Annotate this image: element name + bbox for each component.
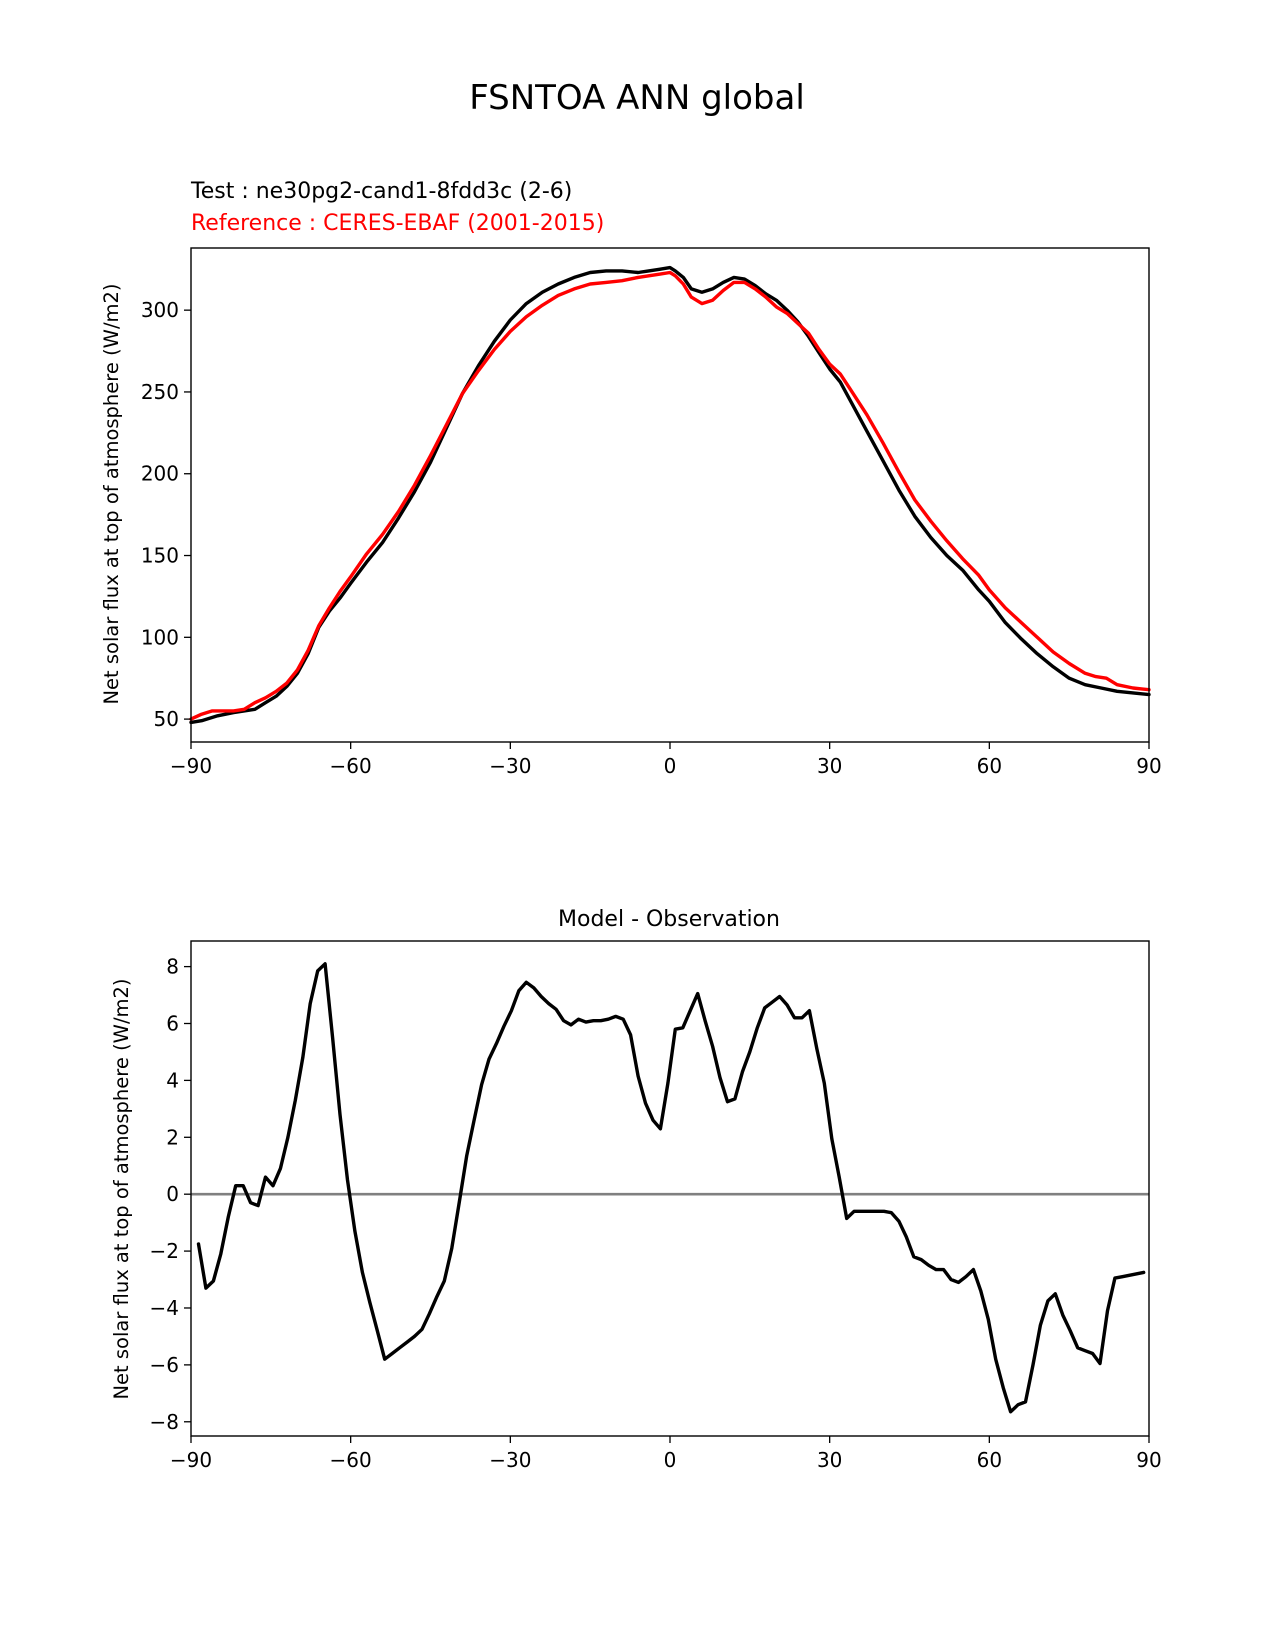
bottom-y-axis-label: Net solar flux at top of atmosphere (W/m… xyxy=(110,978,133,1399)
top-y-tick-label: 150 xyxy=(141,544,179,568)
top-series-line-1 xyxy=(189,270,1151,721)
bottom-y-tick-label: 8 xyxy=(166,955,179,979)
bottom-x-tick-label: 0 xyxy=(664,1448,677,1472)
top-y-axis-label: Net solar flux at top of atmosphere (W/m… xyxy=(100,283,123,704)
bottom-y-tick-label: −6 xyxy=(150,1353,179,1377)
bottom-y-tick-label: 4 xyxy=(166,1068,179,1092)
bottom-y-tick-label: −4 xyxy=(150,1296,179,1320)
bottom-x-tick-label: −90 xyxy=(170,1448,212,1472)
top-plot-area: −90 −60 −30 0 30 60 90 50 100 150 200 250 300 xyxy=(141,247,1162,778)
top-y-tick-label: 200 xyxy=(141,462,179,486)
bottom-panel: Model - Observation Net solar flux at to… xyxy=(110,907,1162,1472)
top-x-tick-label: 60 xyxy=(977,754,1002,778)
test-label: Test : ne30pg2-cand1-8fdd3c (2-6) xyxy=(190,179,572,204)
bottom-plot-area: −90 −60 −30 0 30 60 90 −8 −6 −4 −2 0 2 4 6 8 xyxy=(150,940,1162,1472)
bottom-y-tick-label: 0 xyxy=(166,1182,179,1206)
bottom-y-tick-label: −8 xyxy=(150,1410,179,1434)
reference-label: Reference : CERES-EBAF (2001-2015) xyxy=(191,211,604,236)
top-y-tick-label: 50 xyxy=(154,707,179,731)
bottom-y-tick-label: 2 xyxy=(166,1125,179,1149)
top-panel: Test : ne30pg2-cand1-8fdd3c (2-6) Refere… xyxy=(100,179,1162,778)
figure-title: FSNTOA ANN global xyxy=(469,78,805,118)
bottom-x-tick-label: −30 xyxy=(489,1448,531,1472)
top-y-tick-label: 100 xyxy=(141,625,179,649)
bottom-axes-frame xyxy=(190,940,1150,1437)
top-x-tick-label: −30 xyxy=(489,754,531,778)
bottom-x-tick-label: −60 xyxy=(330,1448,372,1472)
bottom-x-tick-label: 30 xyxy=(817,1448,842,1472)
bottom-series-line-0 xyxy=(196,962,1146,1414)
top-x-tick-label: −60 xyxy=(330,754,372,778)
top-x-tick-label: −90 xyxy=(170,754,212,778)
top-y-tick-label: 250 xyxy=(141,380,179,404)
top-x-tick-label: 30 xyxy=(817,754,842,778)
bottom-panel-title: Model - Observation xyxy=(558,907,780,932)
top-x-tick-label: 0 xyxy=(664,754,677,778)
bottom-y-tick-label: −2 xyxy=(150,1239,179,1263)
top-x-tick-label: 90 xyxy=(1136,754,1161,778)
bottom-y-tick-label: 6 xyxy=(166,1012,179,1036)
top-y-tick-label: 300 xyxy=(141,298,179,322)
bottom-x-tick-label: 60 xyxy=(977,1448,1002,1472)
top-axes-frame xyxy=(190,247,1150,743)
bottom-x-tick-label: 90 xyxy=(1136,1448,1161,1472)
top-series-line-0 xyxy=(189,265,1151,725)
